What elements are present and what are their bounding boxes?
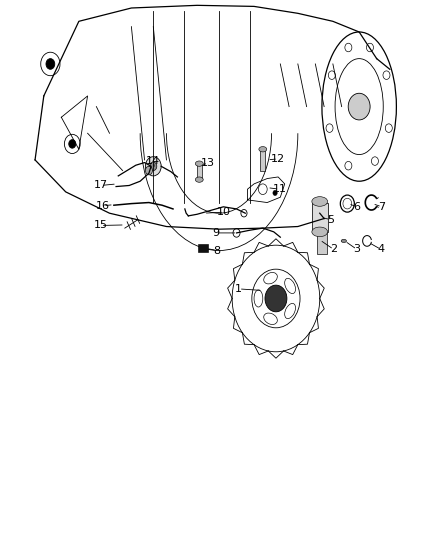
Circle shape: [367, 43, 374, 52]
Text: 10: 10: [217, 207, 231, 217]
Bar: [260, 150, 265, 171]
Circle shape: [69, 140, 76, 148]
Circle shape: [273, 190, 277, 196]
Circle shape: [46, 59, 55, 69]
Circle shape: [328, 71, 336, 79]
Text: 1: 1: [235, 284, 242, 294]
Bar: [312, 203, 328, 232]
Circle shape: [265, 285, 287, 312]
Ellipse shape: [195, 161, 203, 166]
Circle shape: [345, 43, 352, 52]
Text: 8: 8: [214, 246, 221, 255]
Ellipse shape: [259, 147, 267, 152]
Text: 9: 9: [212, 228, 219, 238]
Circle shape: [150, 162, 157, 171]
Circle shape: [345, 161, 352, 170]
Circle shape: [145, 166, 152, 175]
Ellipse shape: [312, 197, 328, 206]
Circle shape: [326, 124, 333, 132]
Ellipse shape: [254, 290, 263, 307]
Text: 16: 16: [96, 201, 110, 211]
Circle shape: [348, 93, 370, 120]
Circle shape: [385, 124, 392, 132]
Circle shape: [145, 157, 161, 176]
Bar: [198, 244, 208, 252]
Circle shape: [233, 229, 240, 237]
Text: 15: 15: [94, 221, 108, 230]
Circle shape: [383, 71, 390, 79]
Text: 14: 14: [146, 156, 160, 166]
Ellipse shape: [341, 239, 346, 243]
Ellipse shape: [264, 313, 277, 325]
Ellipse shape: [285, 303, 296, 319]
Text: 3: 3: [353, 245, 360, 254]
Text: 7: 7: [378, 202, 385, 212]
Text: 5: 5: [327, 215, 334, 224]
Ellipse shape: [317, 228, 327, 234]
Text: 17: 17: [94, 181, 108, 190]
Text: 6: 6: [353, 202, 360, 212]
Text: 12: 12: [271, 154, 285, 164]
Bar: [317, 231, 327, 254]
Text: 4: 4: [378, 245, 385, 254]
Ellipse shape: [285, 278, 296, 294]
Ellipse shape: [264, 272, 277, 284]
Text: 11: 11: [272, 184, 286, 194]
Bar: [197, 164, 202, 180]
Text: 2: 2: [330, 245, 337, 254]
Text: 13: 13: [201, 158, 215, 167]
Circle shape: [241, 209, 247, 217]
Ellipse shape: [195, 177, 203, 182]
Circle shape: [371, 157, 378, 165]
Ellipse shape: [312, 227, 328, 237]
